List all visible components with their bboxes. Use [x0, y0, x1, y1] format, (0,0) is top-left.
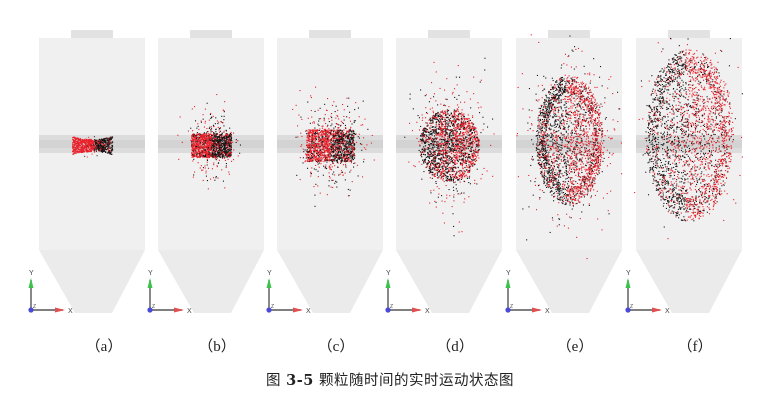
simulation-view: Y X Z [28, 30, 145, 315]
particles [177, 94, 241, 190]
subfigure-label-e: （e） [556, 339, 594, 355]
outlet-cap [309, 30, 351, 39]
svg-text:Y: Y [29, 270, 34, 277]
particles [516, 34, 623, 260]
axis-triad-icon: YXZ [625, 270, 670, 315]
caption-text: 颗粒随时间的实时运动状态图 [318, 373, 514, 389]
particles [404, 57, 495, 237]
vessel-cone [396, 250, 502, 313]
outlet-cap [668, 30, 710, 39]
panel-b: Y X Z [147, 0, 271, 330]
svg-text:Z: Z [271, 304, 274, 310]
subfigure-label-a: （a） [85, 339, 123, 355]
vessel-cone [39, 250, 145, 313]
figure-caption: 图 3-5 颗粒随时间的实时运动状态图 [0, 369, 780, 390]
axis-triad-icon: YXZ [505, 270, 550, 315]
svg-text:Y: Y [267, 270, 272, 277]
subfigure-label-f: （f） [677, 339, 713, 355]
simulation-view: Y X Z [266, 30, 383, 315]
axis-triad-icon: Y X Z [266, 270, 311, 315]
particles [634, 37, 743, 240]
outlet-cap [71, 30, 113, 39]
caption-number: 3-5 [286, 372, 314, 389]
particles [72, 136, 114, 158]
outlet-cap [428, 30, 470, 39]
outlet-cap [548, 30, 590, 39]
simulation-view: YXZ [625, 30, 743, 315]
axis-triad-icon: Y X Z [147, 270, 192, 315]
subfigure-label-d: （d） [436, 339, 474, 355]
subfigure-label-c: （c） [317, 339, 355, 355]
simulation-view: YXZ [505, 30, 623, 315]
svg-text:Y: Y [148, 270, 153, 277]
particles [292, 86, 375, 207]
svg-text:X: X [306, 308, 311, 315]
subfigure-label-b: （b） [198, 339, 236, 355]
outlet-cap [190, 30, 232, 39]
panel-a: Y X Z [28, 0, 152, 330]
simulation-view: YXZ [385, 30, 502, 315]
vessel-cone [516, 250, 622, 313]
vessel-cone [636, 250, 742, 313]
panel-c: Y X Z [266, 0, 390, 330]
vessel-cone [277, 250, 383, 313]
svg-text:X: X [187, 308, 192, 315]
svg-text:X: X [68, 308, 73, 315]
svg-text:Z: Z [152, 304, 155, 310]
simulation-view: Y X Z [147, 30, 264, 315]
axis-triad-icon: YXZ [385, 270, 430, 315]
axis-triad-icon: Y X Z [28, 270, 73, 315]
vessel-cone [158, 250, 264, 313]
caption-prefix: 图 [266, 373, 282, 389]
svg-text:Z: Z [33, 304, 36, 310]
